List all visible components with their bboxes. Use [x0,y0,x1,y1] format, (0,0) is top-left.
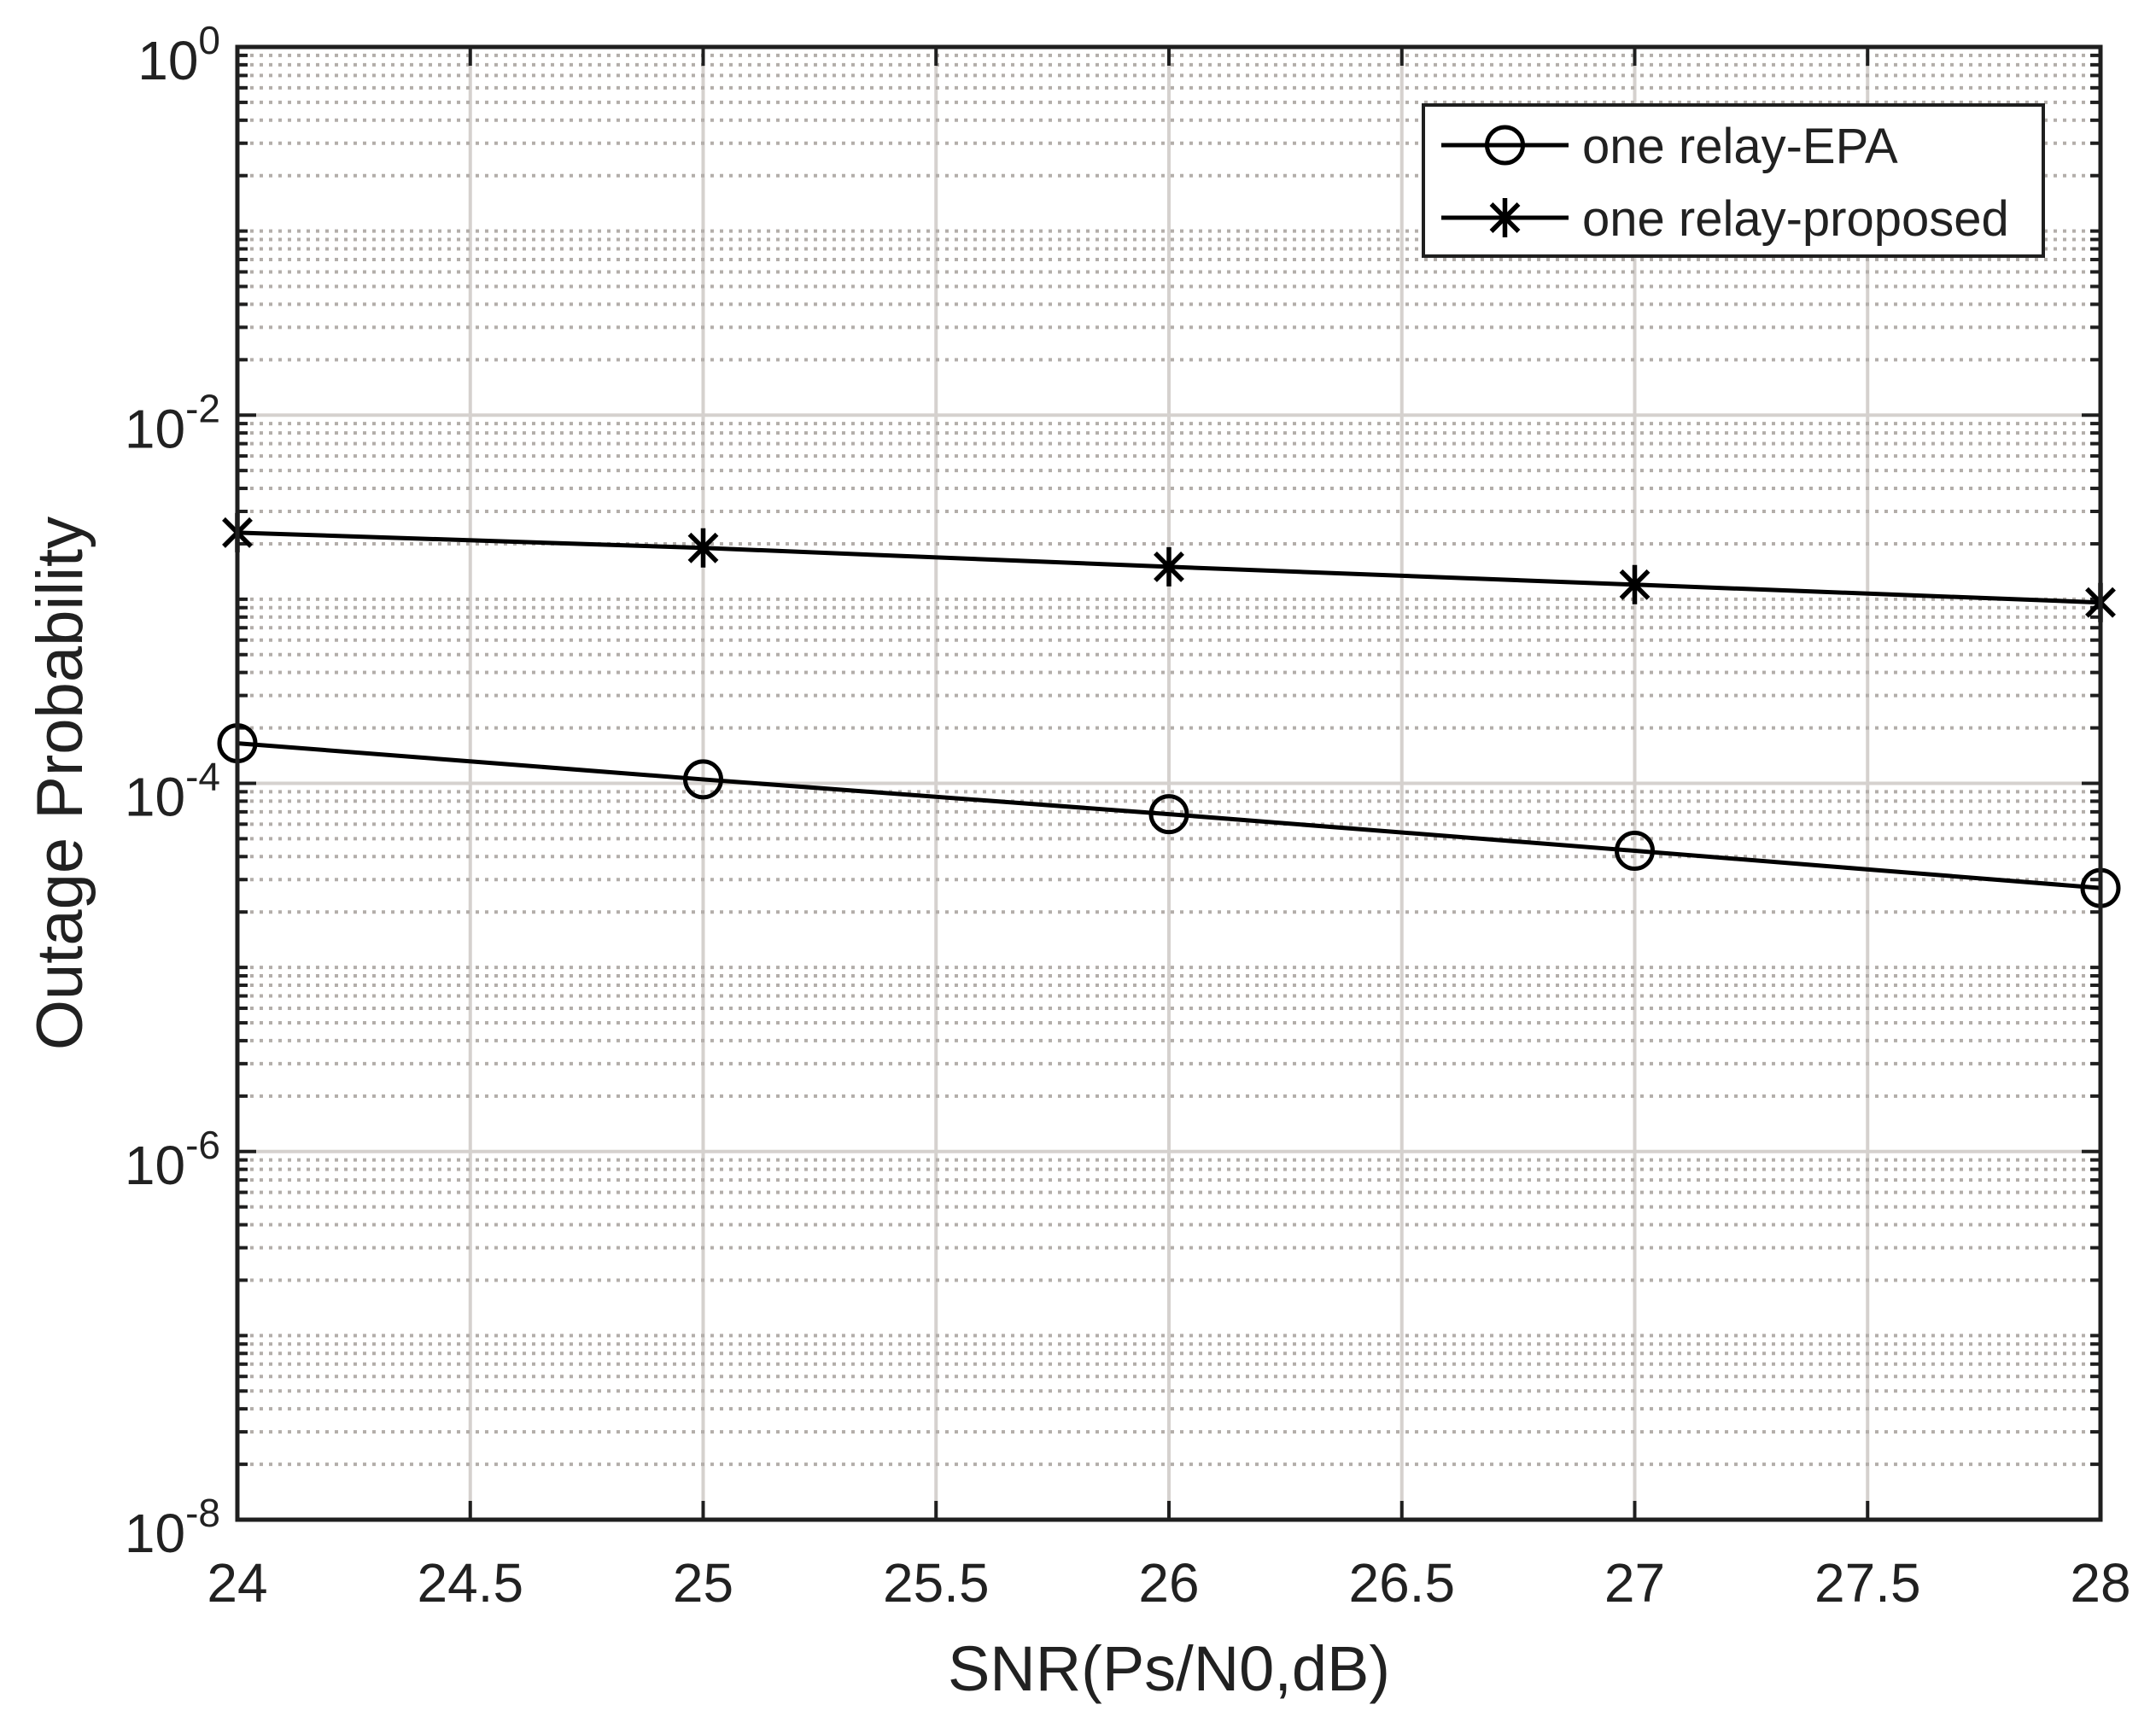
asterisk-marker [1619,564,1651,604]
asterisk-marker [1154,546,1184,587]
major-grid [237,47,2100,1520]
legend-entry: one relay-EPA [1441,119,1898,174]
x-tick-label: 25.5 [883,1552,990,1614]
y-tick-label: 100 [137,18,220,91]
circle-marker [1615,831,1655,872]
x-tick-label: 27.5 [1814,1552,1921,1614]
legend-label: one relay-EPA [1582,119,1898,174]
asterisk-spoke [687,532,719,563]
asterisk-marker [1489,198,1521,237]
legend: one relay-EPA one relay-proposed [1422,103,2045,258]
asterisk-spoke [1619,569,1651,600]
asterisk-marker [687,528,719,568]
y-tick-label: 10-2 [125,386,220,459]
circle-marker [1485,125,1525,166]
y-tick-label: 10-4 [125,755,220,828]
legend-box [1422,103,2045,258]
y-tick-label: 10-6 [125,1123,220,1196]
y-tick-labels: 100 10-2 10-4 10-6 10-8 [125,18,220,1564]
y-axis-label: Outage Probability [24,517,96,1050]
x-tick-label: 28 [2070,1552,2130,1614]
x-tick-label: 24 [207,1552,267,1614]
series-one-relay-proposed [222,512,2116,622]
asterisk-spoke [1154,551,1184,582]
x-tick-label: 27 [1604,1552,1665,1614]
circle-marker [683,759,723,800]
x-tick-label: 24.5 [417,1552,523,1614]
y-tick-label: 10-8 [125,1491,220,1564]
axes-box [235,44,2103,1522]
series-line [237,741,2101,890]
x-axis-label: SNR(Ps/N0,dB) [948,1633,1390,1704]
x-tick-label: 25 [673,1552,733,1614]
circle-marker [1148,794,1189,835]
asterisk-spoke [1489,202,1521,233]
x-tick-label: 26 [1138,1552,1199,1614]
legend-label: one relay-proposed [1582,191,2009,247]
legend-entry: one relay-proposed [1441,191,2009,247]
x-tick-labels: 24 24.5 25 25.5 26 26.5 27 27.5 28 [207,1552,2130,1614]
x-tick-label: 26.5 [1348,1552,1455,1614]
